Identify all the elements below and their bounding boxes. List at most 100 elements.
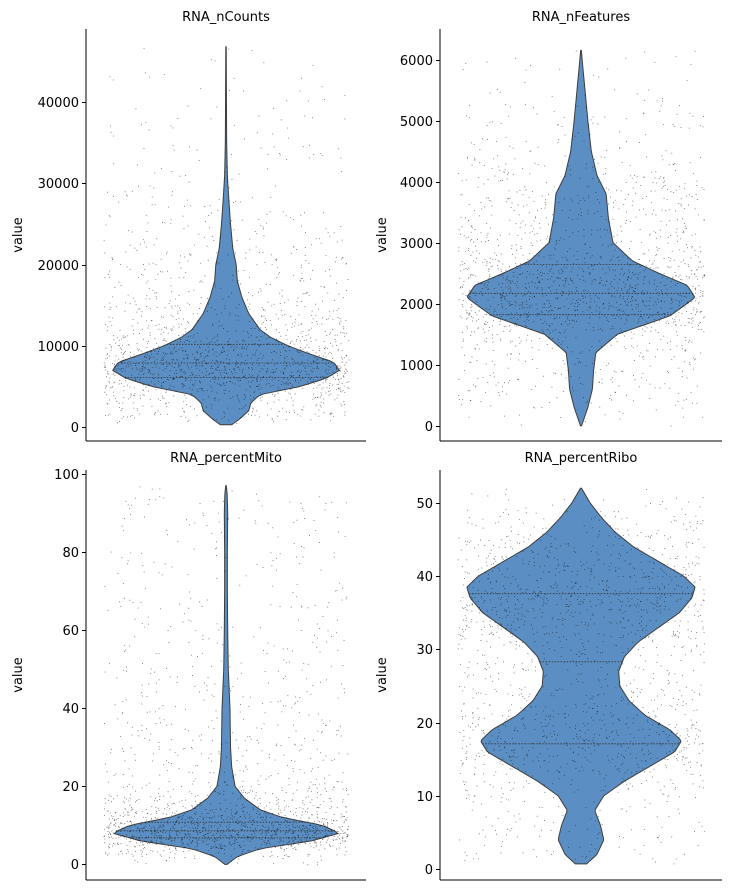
data-point (300, 820, 302, 822)
data-point (544, 321, 546, 322)
data-point (336, 807, 338, 809)
data-point (185, 397, 187, 399)
data-point (475, 275, 477, 277)
data-point (226, 818, 228, 820)
data-point (470, 310, 472, 312)
data-point (210, 853, 212, 855)
data-point (223, 411, 225, 412)
data-point (582, 295, 584, 297)
data-point (291, 376, 292, 378)
data-point (470, 231, 472, 233)
data-point (243, 90, 244, 92)
data-point (301, 606, 303, 608)
data-point (157, 377, 159, 379)
data-point (493, 297, 495, 298)
data-point (200, 340, 202, 342)
data-point (195, 808, 196, 809)
data-point (278, 272, 280, 273)
data-point (330, 393, 332, 395)
data-point (459, 277, 461, 279)
data-point (204, 206, 206, 207)
data-point (582, 311, 584, 313)
data-point (642, 197, 644, 199)
data-point (242, 372, 243, 374)
data-point (144, 825, 146, 827)
data-point (250, 328, 252, 329)
data-point (292, 768, 294, 769)
data-point (206, 838, 208, 840)
data-point (473, 274, 475, 276)
data-point (470, 240, 471, 242)
data-point (462, 340, 464, 342)
data-point (218, 629, 220, 631)
data-point (468, 250, 470, 251)
data-point (132, 786, 134, 788)
data-point (343, 401, 345, 402)
data-point (280, 119, 282, 121)
data-point (145, 214, 147, 216)
data-point (329, 390, 331, 392)
data-point (210, 118, 212, 120)
data-point (191, 366, 193, 368)
data-point (134, 636, 136, 638)
data-point (249, 385, 251, 387)
data-point (559, 332, 561, 334)
data-point (627, 279, 628, 280)
data-point (528, 291, 529, 293)
data-point (640, 316, 642, 317)
data-point (503, 171, 505, 173)
data-point (325, 364, 327, 366)
data-point (620, 330, 622, 332)
data-point (345, 263, 347, 265)
data-point (195, 811, 197, 813)
data-point (300, 749, 302, 750)
data-point (340, 829, 342, 831)
data-point (599, 282, 601, 284)
data-point (551, 276, 553, 277)
data-point (484, 314, 486, 316)
data-point (150, 796, 152, 798)
data-point (309, 837, 311, 839)
data-point (625, 220, 627, 221)
data-point (498, 261, 500, 262)
data-point (149, 308, 151, 310)
data-point (537, 276, 539, 278)
data-point (306, 678, 308, 680)
data-point (687, 301, 689, 303)
data-point (326, 319, 328, 320)
data-point (583, 397, 584, 398)
data-point (162, 316, 164, 318)
data-point (135, 497, 137, 499)
data-point (109, 344, 111, 345)
data-point (337, 649, 339, 651)
data-point (606, 317, 607, 319)
data-point (571, 320, 573, 321)
data-point (211, 390, 213, 392)
data-point (309, 786, 311, 788)
data-point (147, 280, 149, 282)
data-point (119, 831, 121, 832)
data-point (110, 822, 112, 824)
data-point (172, 352, 173, 354)
data-point (549, 402, 551, 403)
data-point (214, 815, 216, 817)
data-point (590, 301, 592, 303)
data-point (520, 340, 522, 342)
data-point (458, 250, 460, 252)
data-point (289, 343, 291, 344)
data-point (531, 388, 533, 390)
data-point (531, 359, 533, 360)
data-point (325, 370, 326, 372)
data-point (533, 255, 535, 257)
data-point (473, 143, 475, 145)
data-point (162, 397, 164, 399)
data-point (134, 395, 135, 397)
data-point (243, 822, 245, 824)
data-point (260, 392, 262, 394)
data-point (122, 712, 124, 713)
data-point (199, 308, 200, 309)
data-point (119, 380, 121, 381)
data-point (633, 290, 635, 291)
data-point (658, 301, 660, 303)
data-point (695, 276, 697, 277)
